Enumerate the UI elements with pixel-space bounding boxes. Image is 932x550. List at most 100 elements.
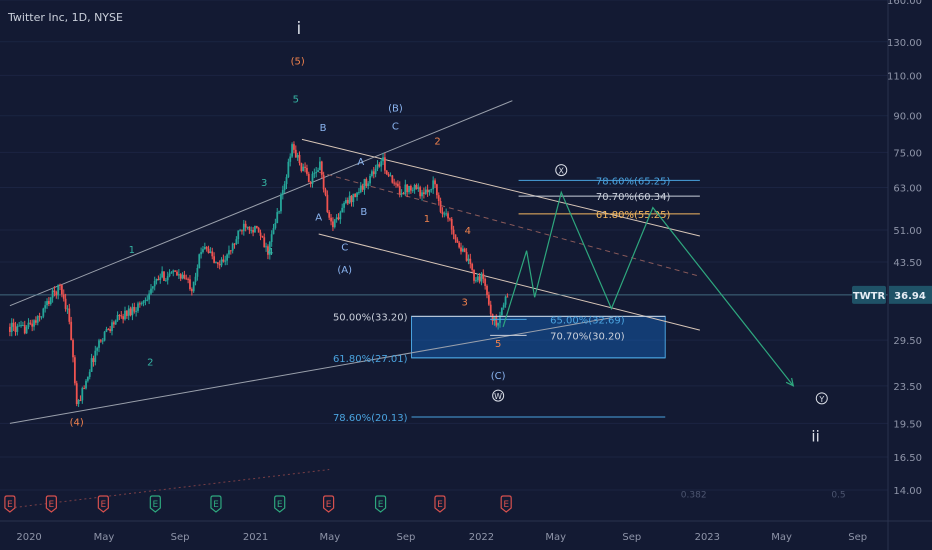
candle-29: [62, 289, 65, 302]
candle-body: [187, 278, 190, 280]
fib-label-6: 70.70%(60.34): [596, 192, 671, 203]
candle-body: [29, 322, 32, 324]
candle-body: [77, 400, 80, 404]
candle-108: [209, 247, 212, 254]
candle-body: [172, 270, 175, 273]
candle-240: [454, 234, 457, 243]
candle-body: [90, 358, 93, 372]
candle-147: [281, 185, 284, 200]
candle-body: [68, 308, 71, 322]
candle-body: [385, 170, 388, 175]
candle-body: [181, 274, 184, 279]
candle-257: [486, 284, 488, 299]
candle-68: [135, 307, 138, 317]
candle-body: [419, 187, 422, 197]
earnings-marker-text: E: [277, 500, 283, 510]
x-tick-label-1: May: [94, 532, 115, 543]
candle-body: [233, 243, 236, 245]
candle-body: [239, 230, 242, 232]
candle-body: [20, 325, 22, 327]
candle-body: [294, 149, 297, 158]
candle-151: [289, 153, 292, 167]
candle-body: [57, 284, 60, 296]
candle-body: [287, 161, 290, 178]
candle-111: [215, 261, 217, 264]
candle-body: [176, 271, 178, 276]
candle-body: [194, 276, 197, 282]
candle-201: [382, 153, 384, 166]
candle-239: [452, 225, 455, 240]
candle-body: [198, 254, 201, 269]
wave-label-text: (C): [491, 371, 506, 382]
candle-body: [96, 347, 99, 351]
candle-body: [257, 227, 260, 233]
earnings-marker-shape: [322, 495, 335, 513]
y-tick-label-5: 63.00: [893, 183, 922, 194]
candle-115: [222, 254, 225, 263]
candle-body: [322, 174, 325, 190]
candle-body: [92, 358, 95, 362]
candle-205: [389, 172, 392, 177]
candle-168: [320, 160, 323, 179]
candle-body: [155, 279, 158, 281]
candle-body: [211, 251, 214, 257]
y-tick-label-12: 16.50: [893, 453, 922, 464]
candle-171: [326, 190, 329, 214]
candle-body: [224, 260, 227, 262]
candle-150: [287, 158, 290, 179]
candle-body: [415, 185, 418, 189]
candle-234: [443, 211, 446, 218]
candle-46: [94, 345, 97, 366]
x-tick-label-3: 2021: [243, 532, 268, 543]
candle-body: [18, 325, 21, 327]
candle-body: [382, 157, 384, 162]
candle-146: [280, 192, 282, 214]
candle-body: [127, 308, 130, 316]
candle-186: [354, 193, 357, 198]
candle-266: [502, 302, 505, 310]
wave-label-18: 4: [465, 226, 471, 237]
last-price-badge-text: 36.94: [894, 291, 926, 302]
candle-body: [242, 223, 245, 232]
candle-body: [64, 298, 67, 309]
candle-109: [211, 247, 214, 260]
candle-body: [131, 306, 134, 316]
candle-body: [326, 194, 329, 212]
candle-body: [125, 310, 128, 316]
candle-body: [170, 272, 173, 274]
x-tick-label-7: May: [545, 532, 566, 543]
candle-body: [99, 340, 102, 342]
candle-245: [463, 247, 466, 253]
candle-body: [476, 276, 479, 281]
candle-119: [229, 250, 232, 255]
wave-label-circle: [555, 164, 568, 177]
wave-label-text: 2: [147, 357, 153, 368]
candle-8: [23, 320, 26, 335]
candle-body: [189, 279, 191, 290]
earnings-marker-text: E: [503, 500, 509, 510]
candle-body: [207, 248, 210, 254]
candle-73: [144, 297, 147, 306]
candle-body: [114, 320, 117, 325]
candle-57: [114, 319, 117, 325]
candle-78: [153, 276, 156, 291]
candle-128: [246, 226, 249, 230]
candle-body: [202, 249, 204, 253]
projection: [502, 190, 795, 387]
candle-97: [189, 275, 191, 291]
trendline-upper-channel: [9, 100, 513, 307]
candle-body: [302, 166, 305, 172]
candle-body: [124, 310, 126, 320]
candle-56: [112, 320, 115, 328]
candle-body: [241, 230, 243, 232]
candle-body: [151, 286, 154, 289]
candle-body: [506, 296, 509, 298]
candle-body: [31, 323, 34, 327]
earnings-marker-0: E: [4, 495, 16, 513]
candle-85: [166, 271, 169, 285]
candle-202: [384, 153, 386, 174]
candle-body: [153, 280, 156, 287]
candle-body: [402, 193, 405, 195]
candle-body: [185, 278, 188, 280]
